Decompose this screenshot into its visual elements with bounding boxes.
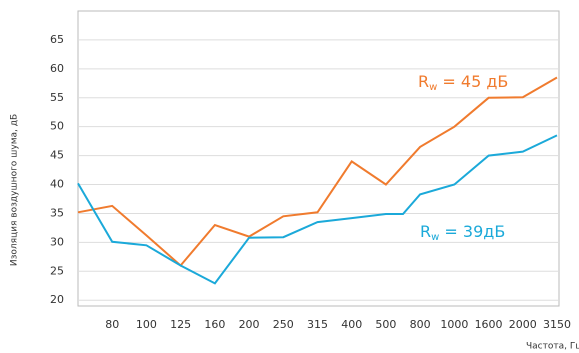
series-label: Rw = 45 дБ xyxy=(418,72,508,94)
x-tick-label: 500 xyxy=(375,318,396,331)
x-tick-label: 125 xyxy=(170,318,191,331)
series-label: Rw = 39дБ xyxy=(420,222,505,244)
x-tick-label: 2000 xyxy=(509,318,537,331)
y-axis-label: Изоляция воздушного шума, дБ xyxy=(10,114,20,266)
y-tick-label: 25 xyxy=(50,264,64,277)
x-tick-label: 200 xyxy=(239,318,260,331)
label-rest: = 39дБ xyxy=(439,222,505,241)
y-tick-label: 35 xyxy=(50,206,64,219)
x-tick-label: 160 xyxy=(204,318,225,331)
label-main: R xyxy=(420,222,431,241)
x-tick-label: 100 xyxy=(136,318,157,331)
label-main: R xyxy=(418,72,429,91)
y-tick-label: 40 xyxy=(50,178,64,191)
x-tick-label: 315 xyxy=(307,318,328,331)
x-tick-label: 3150 xyxy=(543,318,571,331)
y-tick-label: 60 xyxy=(50,62,64,75)
plot-frame xyxy=(77,10,560,307)
label-rest: = 45 дБ xyxy=(437,72,508,91)
y-tick-label: 45 xyxy=(50,149,64,162)
y-tick-label: 50 xyxy=(50,120,64,133)
x-tick-label: 800 xyxy=(410,318,431,331)
x-tick-label: 1000 xyxy=(440,318,468,331)
x-axis-label: Частота, Гц xyxy=(526,342,579,352)
y-tick-label: 55 xyxy=(50,91,64,104)
x-tick-label: 400 xyxy=(341,318,362,331)
label-sub: w xyxy=(429,82,437,93)
x-tick-label: 80 xyxy=(105,318,119,331)
x-tick-label: 1600 xyxy=(475,318,503,331)
label-sub: w xyxy=(431,232,439,243)
y-tick-label: 65 xyxy=(50,33,64,46)
x-tick-label: 250 xyxy=(273,318,294,331)
series-line xyxy=(77,134,558,285)
series-line xyxy=(77,76,558,267)
y-tick-label: 20 xyxy=(50,293,64,306)
y-tick-label: 30 xyxy=(50,235,64,248)
